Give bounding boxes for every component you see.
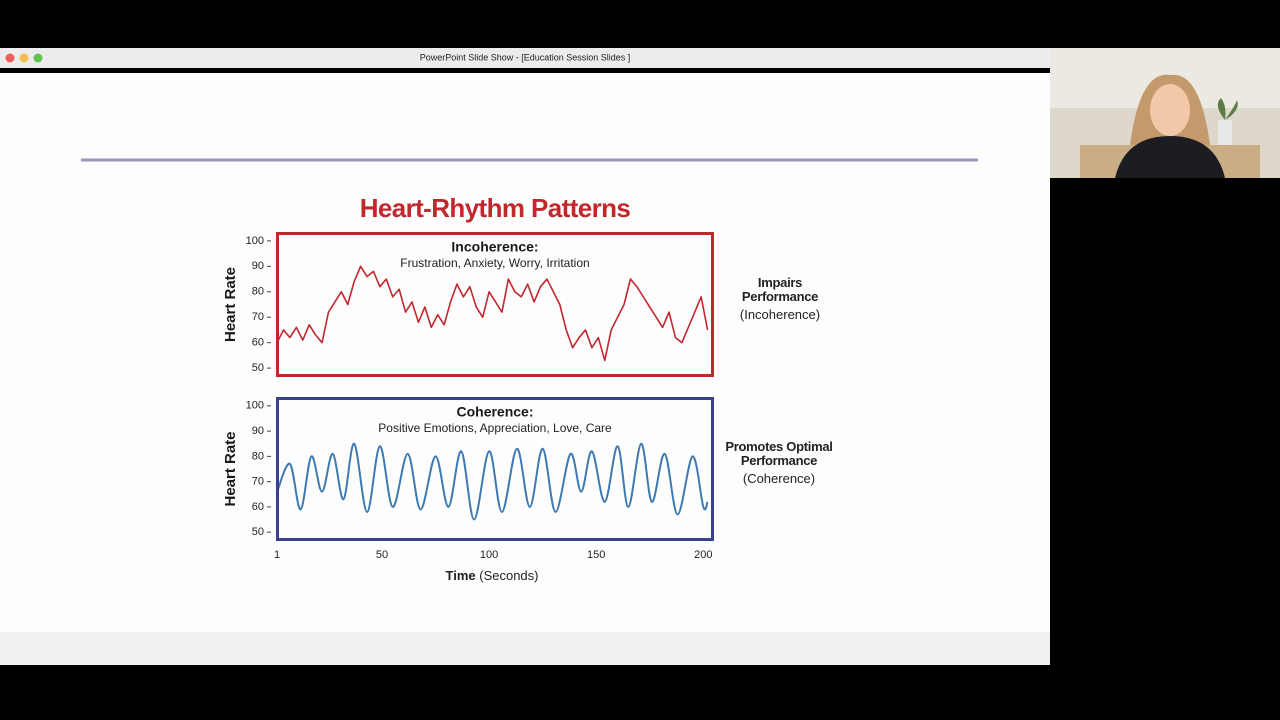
y-tick-label: 60 <box>252 337 264 349</box>
slide-footer <box>0 632 1050 665</box>
chart-title: Incoherence: <box>451 239 538 255</box>
y-tick-label: 90 <box>252 425 264 437</box>
x-label-main: Time <box>446 568 476 583</box>
x-tick-label: 100 <box>480 549 498 561</box>
minimize-button[interactable] <box>19 53 29 63</box>
data-line <box>276 265 709 362</box>
y-axis-label: Heart Rate <box>222 431 239 506</box>
y-tick-label: 100 <box>246 400 264 412</box>
y-tick-label: 100 <box>246 235 264 247</box>
side-label-1: Impairs Performance (Incoherence) <box>730 276 830 322</box>
x-tick-label: 50 <box>376 549 388 561</box>
side-label-2: Promotes Optimal Performance (Coherence) <box>714 440 844 486</box>
slide-title: Heart-Rhythm Patterns <box>360 193 631 223</box>
slide <box>0 73 1050 633</box>
x-tick-label: 200 <box>694 549 712 561</box>
y-tick-label: 60 <box>252 501 264 513</box>
data-line <box>276 442 709 521</box>
y-tick-label: 70 <box>252 476 264 488</box>
side-note: (Coherence) <box>742 471 816 486</box>
x-axis-label: Time (Seconds) <box>446 568 539 583</box>
close-button[interactable] <box>5 53 15 63</box>
window-title: PowerPoint Slide Show - [Education Sessi… <box>420 52 631 62</box>
chart-subtitle: Frustration, Anxiety, Worry, Irritation <box>400 256 589 270</box>
y-tick-label: 50 <box>252 362 264 374</box>
webcam <box>1050 48 1280 178</box>
x-label-unit: (Seconds) <box>479 568 538 583</box>
side-label: Impairs Performance <box>741 275 819 304</box>
y-axis-label: Heart Rate <box>222 267 239 342</box>
y-tick-label: 90 <box>252 260 264 272</box>
x-tick-label: 150 <box>587 549 605 561</box>
chart-frame <box>276 397 714 541</box>
zoom-button[interactable] <box>33 53 43 63</box>
side-note: (Incoherence) <box>739 307 821 322</box>
chart-title: Coherence: <box>456 404 533 420</box>
charts: 50 60 70 80 90 100 Incoherence:Frustration, An… <box>222 232 714 561</box>
side-label: Promotes Optimal Performance <box>725 439 833 468</box>
chart-subtitle: Positive Emotions, Appreciation, Love, C… <box>378 421 612 435</box>
y-tick-label: 70 <box>252 311 264 323</box>
y-tick-label: 50 <box>252 526 264 538</box>
y-tick-label: 80 <box>252 450 264 462</box>
title-bar <box>0 48 1050 68</box>
x-tick-label: 1 <box>274 549 280 561</box>
chart-frame <box>276 232 714 377</box>
y-tick-label: 80 <box>252 286 264 298</box>
